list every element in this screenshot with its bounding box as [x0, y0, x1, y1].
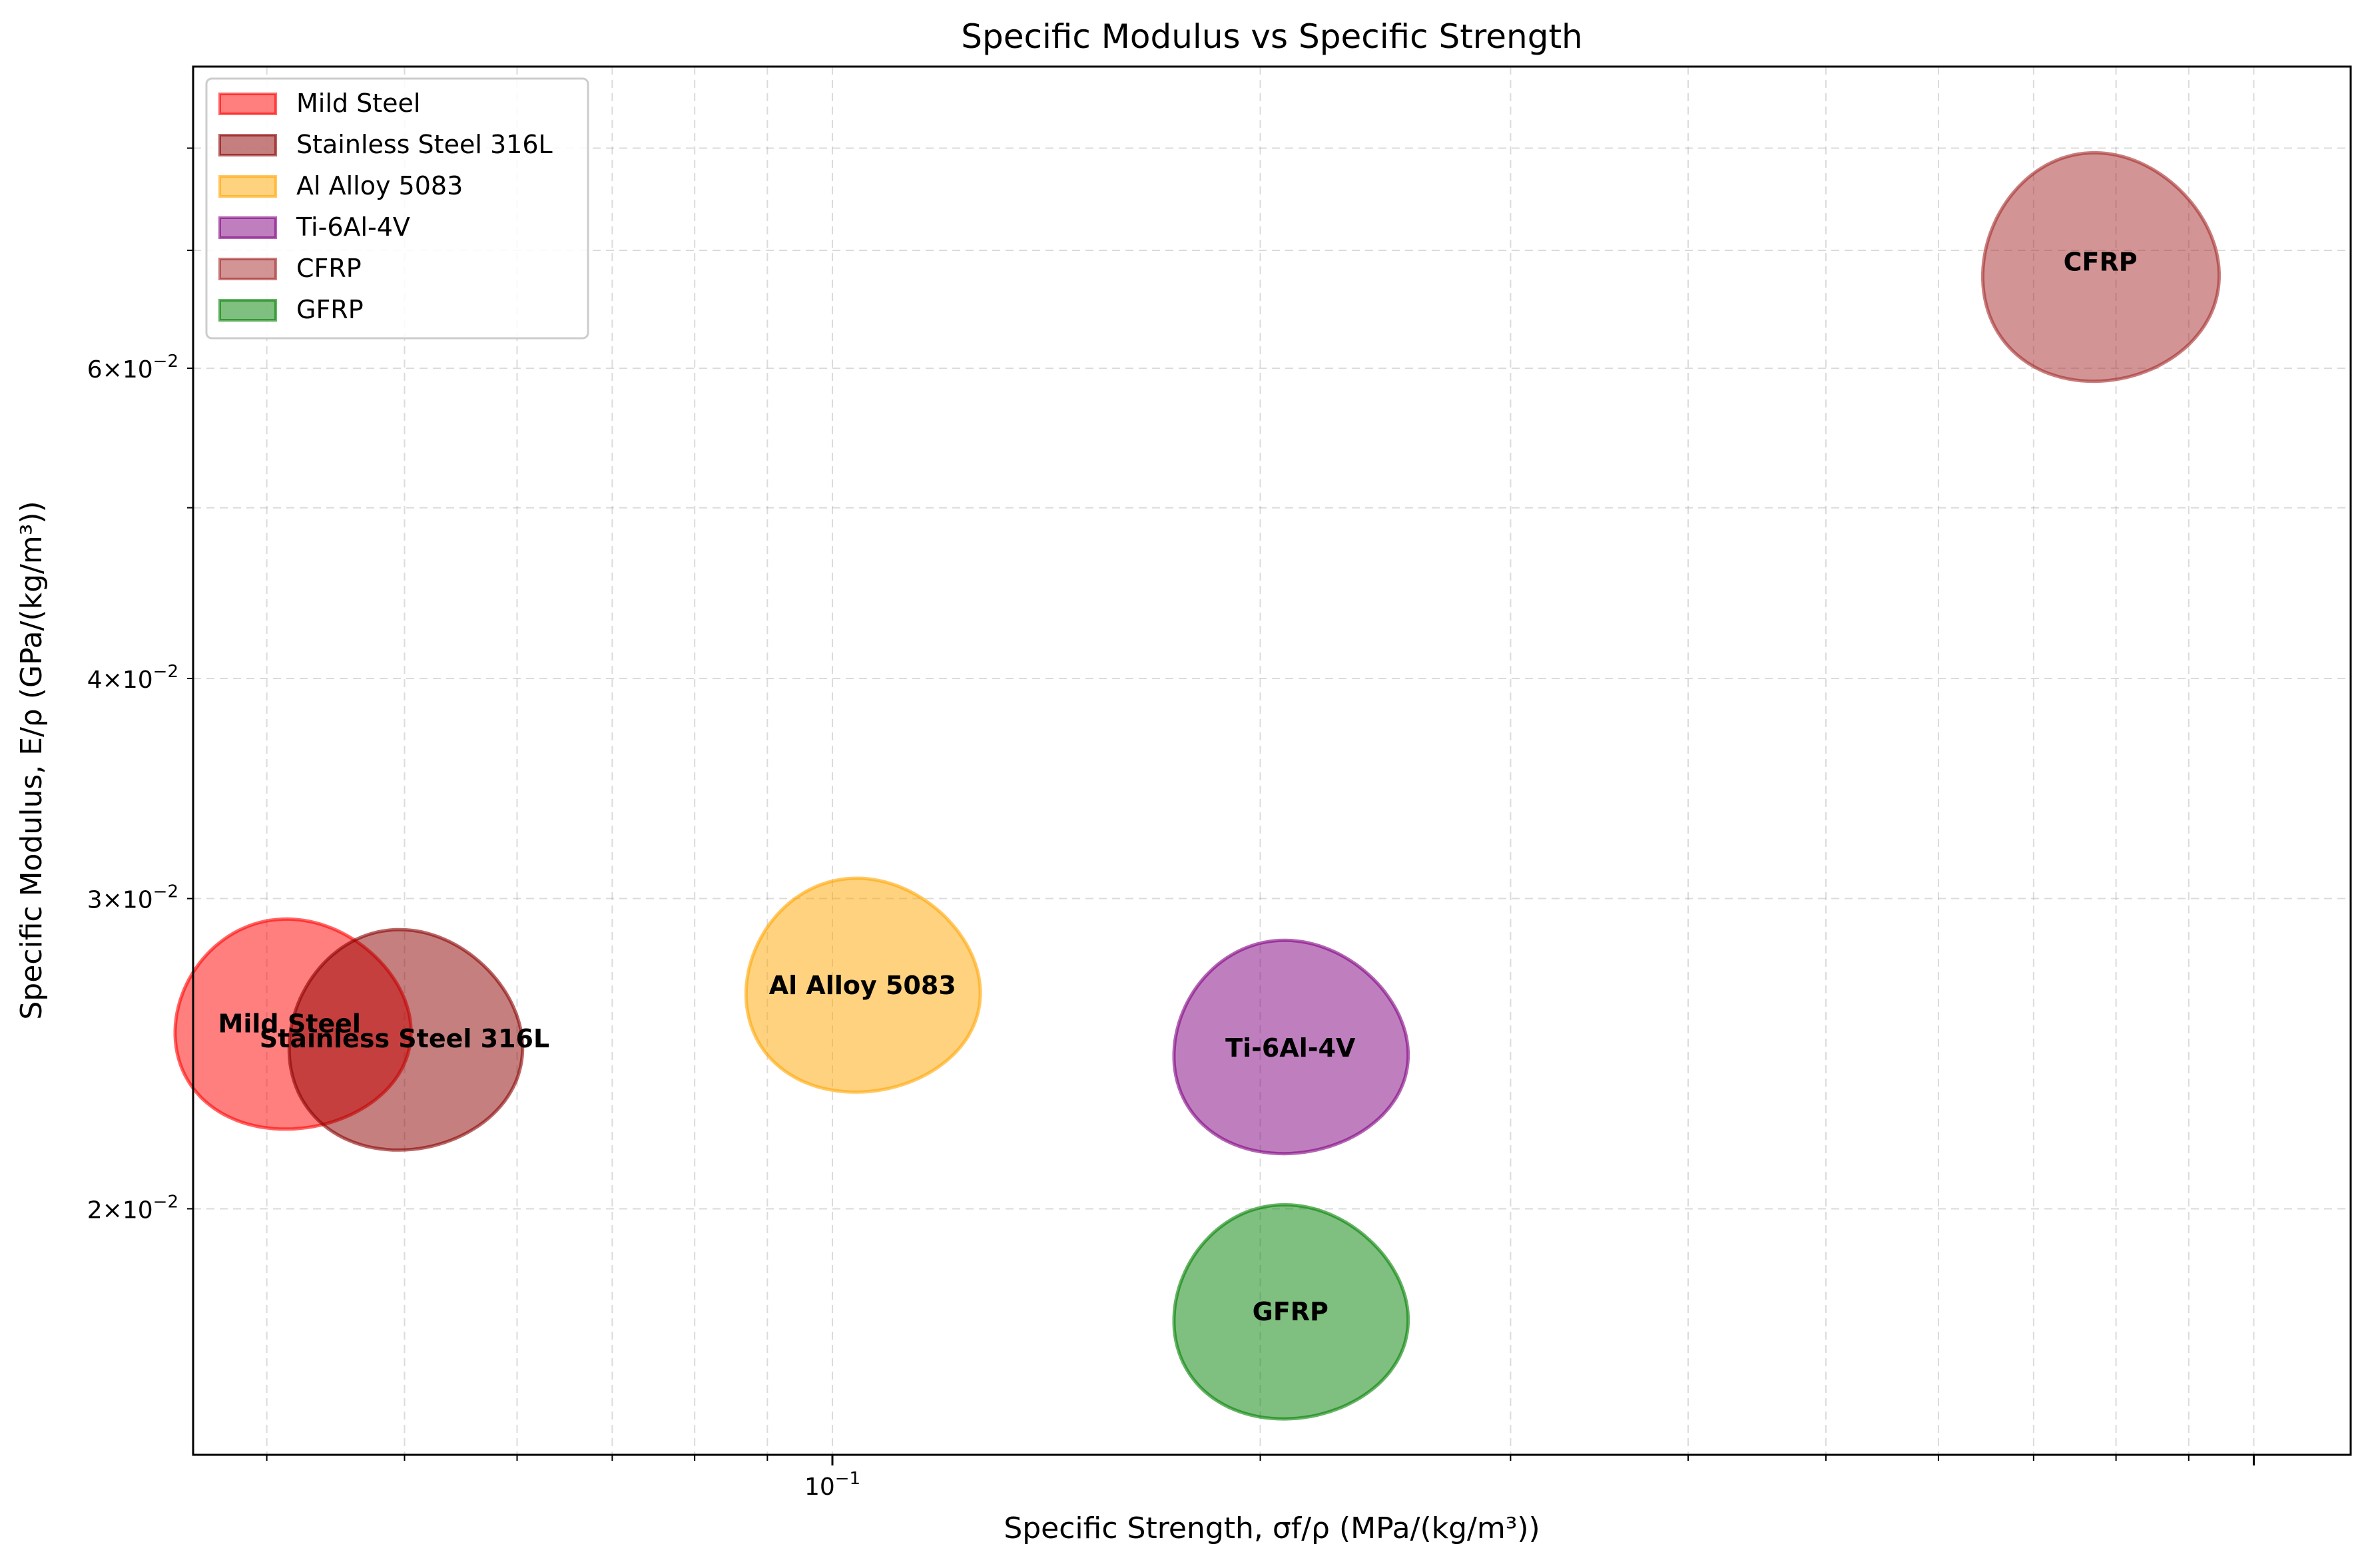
- legend-swatch: [218, 93, 277, 115]
- data-label: GFRP: [1253, 1297, 1329, 1326]
- x-axis-label: Specific Strength, σf/ρ (MPa/(kg/m³)): [1004, 1511, 1540, 1545]
- data-label: Mild Steel: [218, 1009, 361, 1038]
- legend-swatch: [218, 299, 277, 322]
- legend-label: Ti-6Al-4V: [296, 212, 410, 242]
- legend-swatch: [218, 216, 277, 239]
- x-tick-label: 10−1: [804, 1469, 860, 1501]
- legend-swatch: [218, 134, 277, 156]
- y-tick-label: 4×10−2: [87, 662, 178, 694]
- y-tick-label: 2×10−2: [87, 1192, 178, 1224]
- legend-swatch: [218, 175, 277, 198]
- y-tick-label: 3×10−2: [87, 882, 178, 914]
- region-stainless-steel-316l: [287, 927, 525, 1152]
- y-axis-label: Specific Modulus, E/ρ (GPa/(kg/m³)): [15, 501, 49, 1019]
- legend-swatch: [218, 258, 277, 280]
- data-regions: [173, 150, 2221, 1421]
- legend-label: Al Alloy 5083: [296, 171, 463, 200]
- legend-label: Mild Steel: [296, 89, 420, 118]
- plot-frame: [192, 65, 2352, 1456]
- data-label: Al Alloy 5083: [769, 971, 956, 1000]
- y-tick-label: 6×10−2: [87, 352, 178, 384]
- region-gfrp: [1172, 1202, 1410, 1421]
- legend-label: CFRP: [296, 254, 362, 283]
- legend-label: GFRP: [296, 295, 364, 324]
- legend: Mild Steel Stainless Steel 316L Al Alloy 5…: [205, 77, 589, 340]
- legend-label: Stainless Steel 316L: [296, 130, 553, 159]
- region-al-alloy-5083: [744, 876, 982, 1094]
- legend-box: [205, 77, 589, 340]
- region-ti-6al-4v: [1172, 938, 1410, 1156]
- data-label: Stainless Steel 316L: [260, 1024, 549, 1053]
- region-cfrp: [1981, 150, 2221, 384]
- axis-ticks: 10−1 2×10−2 3×10−2 4×10−2 6×10−2: [87, 147, 2255, 1501]
- data-label: CFRP: [2064, 247, 2138, 276]
- chart-title: Specific Modulus vs Specific Strength: [961, 17, 1583, 56]
- data-label: Ti-6Al-4V: [1225, 1033, 1356, 1063]
